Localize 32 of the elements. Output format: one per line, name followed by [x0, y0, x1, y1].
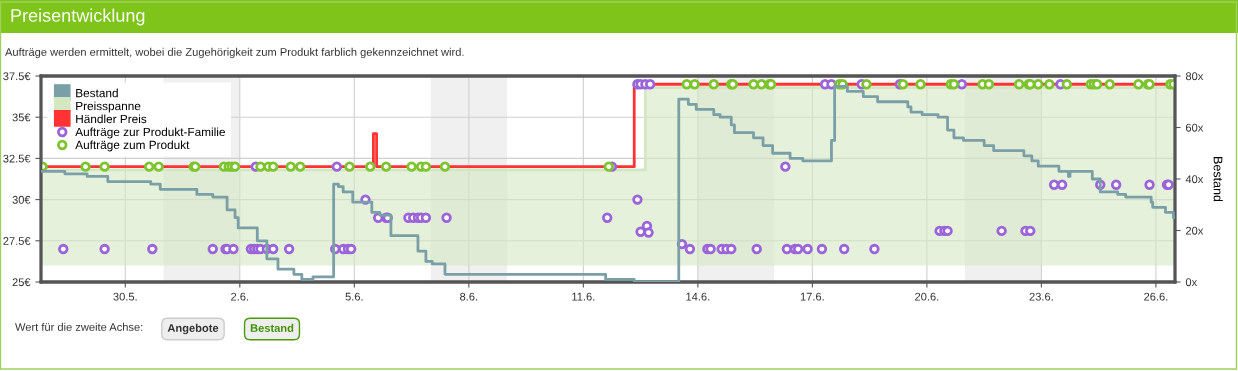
text: Bestand — [250, 323, 294, 332]
y-tick-label: 30€ — [12, 195, 31, 204]
legend-label: Aufträge zum Produkt — [75, 140, 190, 152]
x-tick-label: 26.6. — [1144, 292, 1168, 301]
text: Wert für die zweite Achse: — [15, 322, 143, 331]
x-tick-label: 30.5. — [113, 292, 137, 301]
x-tick-label: 11.6. — [572, 292, 595, 301]
x-tick-label: 8.6. — [460, 292, 478, 301]
x-tick-label: 17.6. — [800, 292, 824, 301]
y2-tick-label: 0x — [1185, 278, 1198, 287]
y-tick-label: 32.5€ — [3, 154, 31, 163]
y2-tick-label: 20x — [1185, 226, 1204, 235]
x-tick-label: 2.6. — [231, 292, 249, 301]
legend-label: Bestand — [76, 88, 118, 98]
y2-tick-label: 60x — [1185, 123, 1204, 132]
legend-label: Händler Preis — [76, 114, 147, 124]
chart-subtitle: Aufträge werden ermittelt, wobei die Zugehörigkeit zum Produkt farblich gekennzeichnet wird. — [5, 47, 464, 59]
chart-title: Preisentwicklung — [11, 8, 145, 26]
legend-label: Aufträge zur Produkt-Familie — [75, 127, 225, 139]
y-tick-label: 25€ — [12, 278, 31, 287]
y-tick-label: 27.5€ — [3, 237, 31, 245]
x-tick-label: 5.6. — [345, 292, 363, 301]
y-tick-label: 35€ — [12, 113, 31, 122]
x-tick-label: 20.6. — [915, 292, 939, 301]
legend-label: Preisspanne — [76, 101, 141, 113]
x-tick-label: 23.6. — [1029, 292, 1053, 301]
y-tick-label: 37.5€ — [3, 72, 31, 81]
text: Angebote — [167, 323, 219, 335]
y2-tick-label: 40x — [1185, 175, 1204, 184]
x-tick-label: 14.6. — [686, 292, 710, 301]
y2-axis-title: Bestand — [1213, 157, 1223, 202]
y2-tick-label: 80x — [1185, 72, 1204, 81]
